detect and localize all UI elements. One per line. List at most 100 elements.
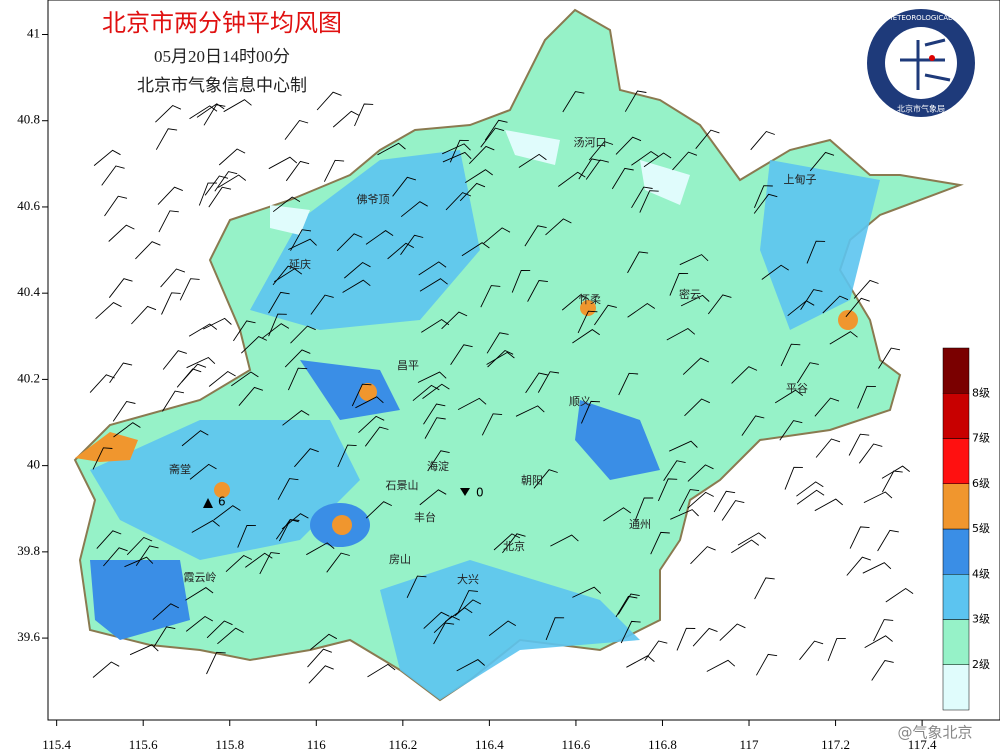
wind-barb — [465, 169, 493, 183]
wind-barb — [737, 532, 767, 546]
wind-barb — [525, 372, 548, 394]
wind-barb — [780, 343, 801, 367]
wind-barb — [706, 659, 736, 672]
wind-barb — [277, 478, 299, 500]
wind-barb — [457, 590, 478, 613]
wind-barb — [124, 556, 154, 568]
wind-barb — [203, 104, 226, 126]
wind-barb — [406, 575, 427, 598]
wind-barb — [572, 586, 602, 598]
y-tick-label: 40.6 — [17, 198, 40, 213]
wind-barb — [287, 367, 308, 391]
wind-barb — [444, 607, 473, 623]
wind-barb — [204, 175, 229, 196]
wind-barb — [800, 289, 823, 311]
wind-barb — [282, 410, 310, 426]
wind-barb — [273, 268, 303, 283]
y-tick-label: 40 — [27, 457, 40, 472]
wind-barb — [580, 400, 601, 424]
wind-barb — [181, 363, 207, 383]
wind-barb — [845, 297, 870, 318]
wind-barb — [214, 171, 238, 192]
wind-barb — [231, 371, 259, 387]
place-label: 密云 — [679, 287, 701, 301]
wind-barb — [687, 464, 714, 482]
wind-barb — [238, 386, 264, 406]
wind-barb — [721, 500, 745, 521]
wind-barb — [208, 186, 232, 208]
wind-barb — [240, 336, 267, 354]
wind-barb — [611, 167, 634, 190]
logo-bottom-text: 北京市气象局 — [897, 104, 945, 114]
place-label: 怀柔 — [579, 293, 601, 306]
wind-barb — [827, 638, 846, 662]
wind-barb — [284, 119, 309, 140]
place-label: 石景山 — [386, 479, 419, 492]
wind-barb — [419, 489, 447, 506]
place-label: 斋堂 — [169, 462, 191, 476]
wind-barb — [627, 251, 649, 274]
wind-barb — [650, 531, 670, 555]
wind-barb — [631, 150, 659, 166]
wind-barb — [666, 327, 696, 341]
wind-barb — [129, 644, 159, 656]
wind-barb — [365, 230, 394, 245]
wind-barb — [433, 615, 460, 634]
wind-barb — [815, 438, 841, 458]
wind-barb — [480, 127, 505, 148]
wind-barb — [468, 145, 495, 165]
wind-zone — [300, 360, 400, 420]
place-label: 汤河口 — [574, 135, 607, 149]
wind-barb — [93, 149, 121, 166]
place-label: 海淀 — [427, 459, 449, 473]
wind-barb — [449, 139, 469, 163]
wind-barb — [155, 104, 182, 123]
wind-barb — [461, 242, 490, 257]
x-tick-label: 117.4 — [908, 737, 937, 752]
wind-barb — [719, 623, 746, 641]
wind-barb — [663, 460, 686, 481]
wind-barb — [594, 304, 617, 326]
wind-barb — [858, 443, 883, 464]
wind-barb — [186, 356, 216, 369]
wind-zone — [760, 160, 880, 330]
wind-barb — [829, 331, 858, 345]
x-tick-label: 117.2 — [821, 737, 850, 752]
wind-barb — [217, 627, 244, 645]
wind-barb — [634, 497, 654, 521]
wind-barb — [862, 562, 892, 574]
wind-barb — [713, 490, 736, 513]
wind-barb — [412, 384, 440, 402]
wind-barb — [679, 254, 709, 266]
wind-barb — [307, 648, 332, 668]
legend-label: 3级 — [972, 613, 990, 626]
wind-barb — [750, 130, 775, 151]
wind-barb — [364, 426, 389, 447]
wind-zone — [359, 383, 377, 401]
wind-barb — [670, 509, 699, 520]
wind-barb — [676, 627, 696, 651]
wind-barb — [457, 397, 487, 410]
wind-barb — [527, 280, 548, 302]
legend-swatch — [942, 393, 970, 439]
wind-barb — [135, 241, 161, 260]
legend-label: 5级 — [972, 522, 990, 535]
place-label: 延庆 — [289, 257, 311, 271]
wind-barb — [753, 193, 778, 214]
wind-barb — [189, 463, 217, 480]
station-label: 0 — [476, 486, 484, 500]
legend-swatch — [942, 483, 970, 530]
wind-barb — [112, 400, 136, 422]
wind-zone — [640, 160, 690, 205]
wind-barb — [198, 182, 217, 206]
wind-barb — [849, 526, 870, 549]
wind-barb — [882, 470, 903, 493]
legend-swatch — [942, 347, 970, 394]
wind-barb — [459, 182, 486, 202]
wind-zone — [838, 310, 858, 330]
wind-barb — [157, 186, 183, 205]
wind-barb — [669, 272, 689, 296]
wind-barb — [153, 626, 176, 648]
wind-barb — [188, 323, 218, 337]
